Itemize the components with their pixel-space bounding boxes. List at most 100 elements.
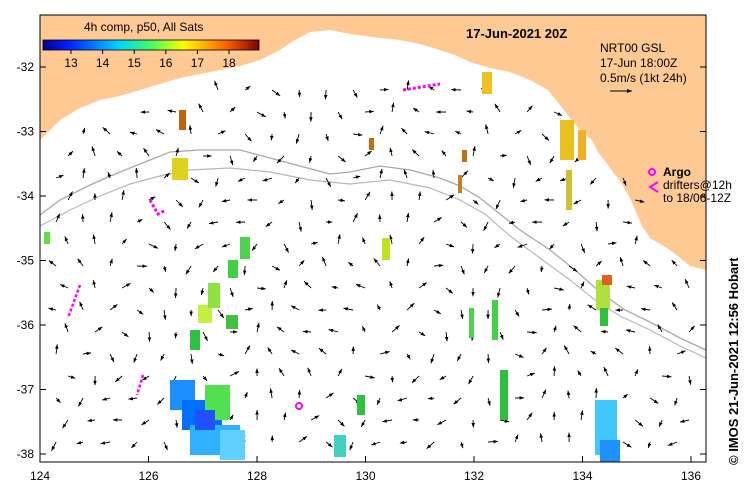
current-vector	[688, 375, 692, 385]
current-vector	[143, 147, 150, 157]
current-vector	[417, 191, 422, 201]
current-vector	[401, 127, 408, 135]
current-vector	[297, 389, 302, 399]
current-vector	[608, 241, 617, 246]
current-vector	[406, 80, 410, 91]
colorbar-label: 17	[191, 56, 205, 70]
current-vector	[541, 347, 547, 355]
land-south-australia	[40, 15, 706, 270]
current-vector	[364, 150, 372, 157]
colorbar-label: 13	[64, 56, 78, 70]
current-vector	[412, 107, 420, 113]
current-vector	[54, 344, 59, 355]
current-vector	[648, 346, 652, 355]
current-vector	[526, 372, 535, 377]
current-vector	[622, 177, 627, 186]
current-vector	[229, 106, 236, 113]
sst-swaths	[44, 72, 620, 462]
current-vector	[163, 221, 171, 230]
lat-tick-label: -35	[17, 254, 35, 268]
lat-tick-label: -33	[17, 125, 35, 139]
current-vector	[460, 265, 465, 275]
current-vector	[634, 369, 639, 377]
argo-legend-line1: drifters@12h	[663, 178, 732, 192]
current-vector	[337, 419, 345, 427]
current-vector	[308, 155, 313, 163]
current-vector	[406, 302, 415, 311]
current-vector	[337, 155, 346, 163]
current-vector	[573, 325, 582, 333]
current-scale-legend: NRT00 GSL 17-Jun 18:00Z 0.5m/s (1kt 24h)	[600, 41, 687, 93]
current-vector	[343, 307, 354, 311]
colorbar: 4h comp, p50, All Sats 13 14 15 16 17 18	[42, 20, 260, 70]
current-vector	[371, 441, 381, 446]
current-vector	[657, 324, 663, 333]
current-vector	[189, 353, 194, 364]
lon-tick-label: 128	[247, 469, 267, 483]
sst-patch	[469, 308, 474, 338]
current-vector	[405, 212, 410, 223]
current-vector	[244, 133, 252, 142]
current-vector	[92, 234, 96, 245]
current-vector	[229, 414, 234, 421]
current-vector	[662, 374, 672, 379]
current-vector	[173, 243, 178, 252]
current-vector	[142, 375, 150, 381]
sst-patch	[44, 232, 50, 244]
current-vector	[282, 111, 287, 119]
argo-drifter-tracks	[66, 82, 441, 410]
current-vector	[626, 285, 636, 289]
current-vector	[433, 309, 442, 315]
current-vector	[128, 396, 138, 401]
current-vector	[160, 353, 165, 361]
current-vector	[92, 279, 96, 289]
current-vector	[658, 419, 663, 427]
current-vector	[257, 286, 266, 291]
current-vector	[573, 199, 582, 205]
current-vector	[466, 109, 474, 114]
current-vector	[352, 212, 359, 223]
current-vector	[485, 124, 489, 135]
current-vector	[328, 328, 339, 333]
current-vector	[590, 350, 597, 355]
current-vector	[303, 280, 312, 289]
lon-tick-label: 126	[138, 469, 158, 483]
current-vector	[48, 307, 57, 311]
current-vector	[310, 241, 318, 246]
current-vector	[198, 199, 204, 208]
current-vector	[309, 199, 314, 210]
latitude-axis: -32 -33 -34 -35 -36 -37 -38	[17, 60, 706, 461]
sst-patch	[172, 158, 188, 180]
current-vector	[418, 282, 428, 289]
current-vector	[348, 261, 354, 267]
sst-patch	[602, 275, 612, 285]
current-vector	[352, 175, 361, 180]
current-vector	[460, 221, 468, 228]
current-vector	[441, 150, 447, 157]
current-vector	[352, 89, 358, 98]
current-vector	[278, 199, 285, 204]
current-vector	[390, 375, 395, 383]
current-vector	[48, 260, 57, 267]
current-vector	[634, 199, 645, 203]
current-vector	[244, 307, 253, 312]
current-vector	[155, 129, 165, 135]
sst-patch	[357, 395, 365, 415]
current-vector	[349, 441, 354, 451]
current-vector	[67, 191, 73, 201]
current-vector	[55, 174, 64, 179]
current-vector	[83, 351, 92, 356]
current-vector	[549, 243, 555, 250]
current-vector	[508, 220, 516, 225]
current-vector	[541, 389, 547, 399]
current-vector	[62, 419, 69, 429]
current-vector	[202, 331, 208, 342]
current-vector	[542, 307, 552, 312]
sst-patch	[458, 175, 462, 193]
current-vector	[379, 168, 383, 179]
colorbar-label: 16	[159, 56, 173, 70]
current-vector	[55, 397, 61, 404]
current-vector	[406, 353, 411, 360]
current-vector	[290, 305, 300, 311]
current-vector	[162, 265, 167, 272]
